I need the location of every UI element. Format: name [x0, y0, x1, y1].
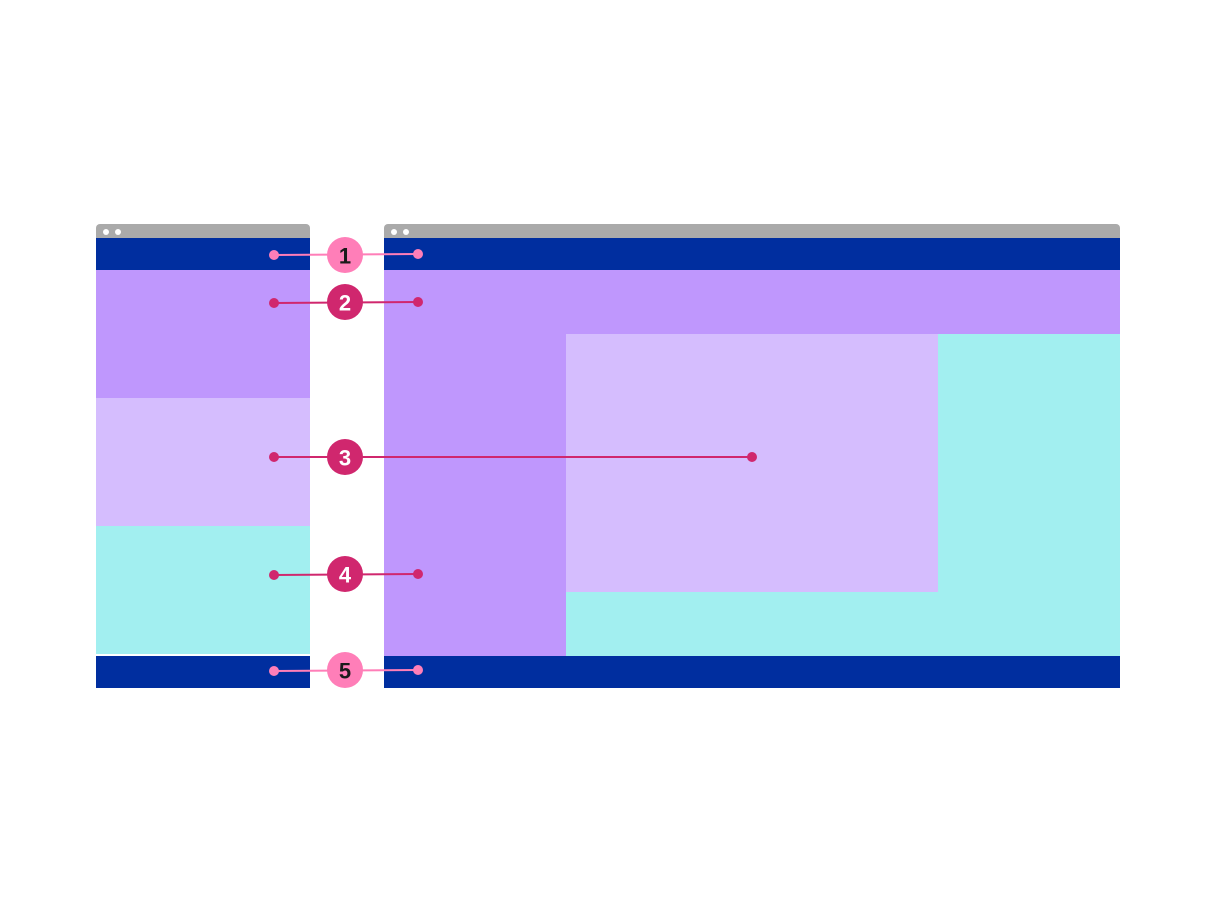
callout-dot-icon	[269, 666, 279, 676]
callout-dot-icon	[269, 298, 279, 308]
window-dot-icon	[115, 229, 121, 235]
callout-dot-icon	[269, 250, 279, 260]
wide-window	[384, 224, 1120, 688]
callout-4: 4	[269, 556, 423, 592]
window-dot-icon	[403, 229, 409, 235]
narrow-window	[96, 224, 310, 688]
callout-3: 3	[269, 439, 757, 475]
main-content-region	[566, 334, 938, 592]
sidebar-region	[96, 526, 310, 654]
navigation-column	[384, 334, 566, 656]
footer-region	[384, 656, 1120, 688]
callout-badge	[327, 237, 363, 273]
window-dot-icon	[103, 229, 109, 235]
navigation-region	[384, 270, 1120, 334]
callout-2: 2	[269, 284, 423, 320]
main-content-region	[96, 398, 310, 526]
window-dot-icon	[391, 229, 397, 235]
callout-dot-icon	[413, 569, 423, 579]
callout-number: 1	[339, 244, 351, 269]
callout-number: 4	[339, 563, 352, 588]
callout-badge	[327, 439, 363, 475]
callout-number: 2	[339, 291, 351, 316]
callout-number: 3	[339, 446, 351, 471]
callout-5: 5	[269, 652, 423, 688]
callout-dot-icon	[269, 452, 279, 462]
callout-dot-icon	[413, 665, 423, 675]
callout-number: 5	[339, 659, 351, 684]
callout-dot-icon	[413, 297, 423, 307]
window-chrome	[96, 224, 310, 238]
callout-badge	[327, 556, 363, 592]
navigation-region	[96, 270, 310, 398]
callout-badge	[327, 284, 363, 320]
window-chrome	[384, 224, 1120, 238]
callout-1: 1	[269, 237, 423, 273]
callout-dot-icon	[413, 249, 423, 259]
header-region	[384, 238, 1120, 270]
callout-dot-icon	[747, 452, 757, 462]
callout-badge	[327, 652, 363, 688]
callout-dot-icon	[269, 570, 279, 580]
